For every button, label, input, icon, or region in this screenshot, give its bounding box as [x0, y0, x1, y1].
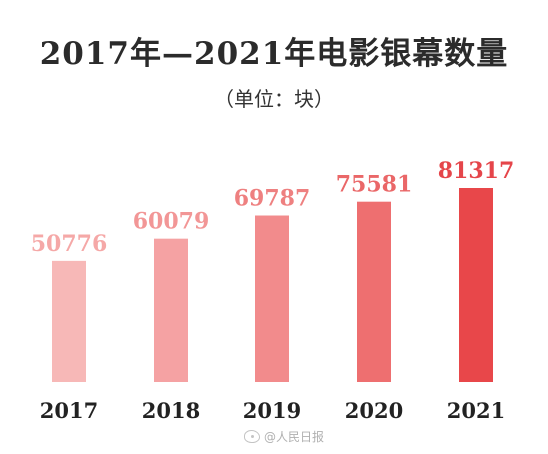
bar-2018: [154, 238, 188, 382]
x-tick-label-2021: 2021: [447, 398, 505, 423]
chart-title: 2017年—2021年电影银幕数量: [39, 36, 509, 72]
x-tick-label-2019: 2019: [243, 398, 301, 423]
weibo-logo-icon: [244, 430, 260, 443]
bar-2020: [357, 201, 391, 382]
data-label-2020: 75581: [336, 172, 413, 198]
data-label-2018: 60079: [133, 209, 210, 235]
x-tick-label-2018: 2018: [142, 398, 200, 423]
watermark: @人民日报: [244, 428, 324, 445]
x-tick-label-2017: 2017: [40, 398, 98, 423]
bar-2021: [459, 188, 493, 382]
watermark-text: @人民日报: [264, 430, 325, 444]
chart-subtitle: （单位：块）: [214, 87, 334, 111]
data-label-2017: 50776: [31, 231, 108, 257]
data-label-2019: 69787: [234, 186, 311, 212]
data-label-2021: 81317: [438, 158, 515, 184]
bar-2017: [52, 260, 86, 382]
bar-2019: [255, 215, 289, 382]
x-tick-label-2020: 2020: [345, 398, 403, 423]
